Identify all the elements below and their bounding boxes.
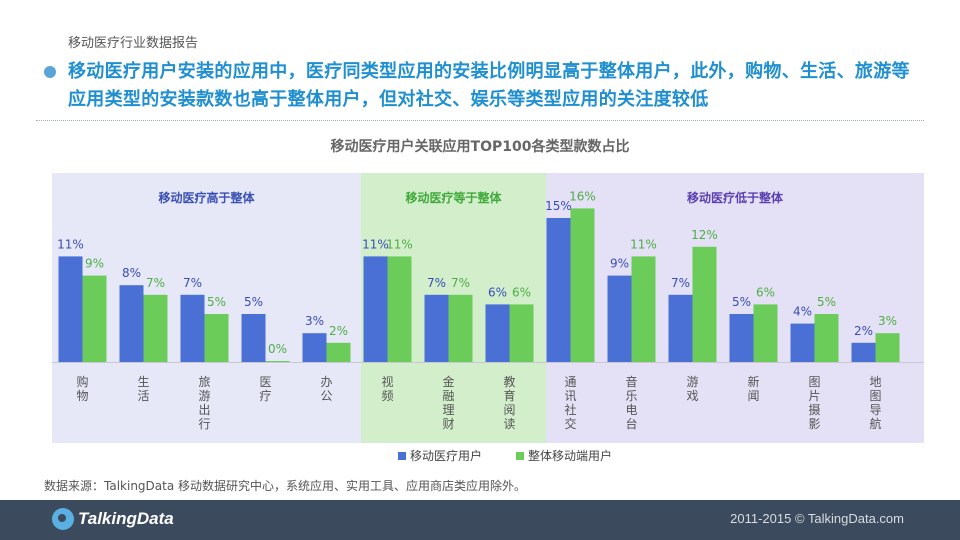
bar-1-9 [546,218,571,362]
bar-1-3 [180,294,205,362]
footer-bar [0,500,960,540]
data-label-2-11: 12% [691,228,718,242]
data-source: 数据来源：TalkingData 移动数据研究中心，系统应用、实用工具、应用商店… [44,479,527,493]
group-label-3: 移动医疗低于整体 [687,190,784,205]
bar-1-7 [424,294,449,362]
logo-text: TalkingData [78,509,174,528]
legend-swatch-1 [398,452,406,460]
category-label-5: 办公 [320,374,332,403]
data-label-1-10: 9% [610,257,629,271]
data-label-1-12: 5% [732,295,751,309]
bar-2-3 [204,314,229,362]
report-name: 移动医疗行业数据报告 [68,36,199,51]
headline: 移动医疗用户安装的应用中，医疗同类型应用的安装比例明显高于整体用户，此外，购物、… [68,61,910,110]
group-label-1: 移动医疗高于整体 [158,190,255,205]
data-label-1-11: 7% [671,276,690,290]
data-label-1-8: 6% [488,285,507,299]
bar-2-8 [509,304,534,362]
bar-2-5 [326,342,351,362]
category-label-7: 金融理财 [442,374,454,431]
bar-1-1 [58,256,83,362]
category-label-8: 教育阅读 [503,374,515,431]
legend-swatch-2 [516,452,524,460]
data-label-2-9: 16% [569,189,596,203]
bar-1-6 [363,256,388,362]
data-label-1-9: 15% [545,199,572,213]
data-label-1-14: 2% [854,324,873,338]
group-label-2: 移动医疗等于整体 [405,190,502,205]
category-label-12: 新闻 [747,374,759,403]
category-label-3: 旅游出行 [198,375,210,431]
data-label-2-2: 7% [146,276,165,290]
category-label-6: 视频 [381,374,393,403]
bar-2-4 [265,361,290,362]
bullet-dot-icon [44,66,56,78]
data-label-2-6: 11% [386,237,413,251]
data-label-2-14: 3% [878,314,897,328]
logo: TalkingData [52,508,174,530]
data-label-1-4: 5% [244,295,263,309]
bar-1-5 [302,333,327,362]
data-label-2-13: 5% [817,295,836,309]
bar-2-7 [448,294,473,362]
bar-2-11 [692,246,717,362]
category-label-14: 地图导航 [869,375,881,431]
legend-label-1: 移动医疗用户 [410,448,482,463]
data-label-2-12: 6% [756,285,775,299]
bar-2-14 [875,333,900,362]
dotted-divider [36,120,924,121]
category-label-1: 购物 [76,374,88,403]
bar-1-14 [851,342,876,362]
bar-2-10 [631,256,656,362]
data-label-1-2: 8% [122,266,141,280]
bar-1-2 [119,285,144,362]
bar-2-1 [82,275,107,362]
data-label-2-4: 0% [268,342,287,356]
category-label-9: 通讯社交 [564,375,576,431]
talkingdata-logo-icon [52,508,74,530]
data-label-2-7: 7% [451,276,470,290]
data-label-1-13: 4% [793,305,812,319]
bar-1-12 [729,314,754,362]
data-label-1-5: 3% [305,314,324,328]
data-label-1-3: 7% [183,276,202,290]
legend-label-2: 整体移动端用户 [528,448,612,463]
bar-2-12 [753,304,778,362]
bar-1-4 [241,314,266,362]
category-label-10: 音乐电台 [625,374,637,431]
chart-title: 移动医疗用户关联应用TOP100各类型款数占比 [331,138,630,155]
category-label-4: 医疗 [259,375,271,403]
bar-2-13 [814,314,839,362]
bar-1-11 [668,294,693,362]
data-label-1-1: 11% [57,237,84,251]
category-label-2: 生活 [137,375,149,403]
bar-1-10 [607,275,632,362]
data-label-1-7: 7% [427,276,446,290]
data-label-2-8: 6% [512,285,531,299]
category-label-13: 图片摄影 [808,375,820,431]
copyright: 2011-2015 © TalkingData.com [730,511,904,526]
data-label-2-5: 2% [329,324,348,338]
bar-1-13 [790,323,815,362]
data-label-2-1: 9% [85,257,104,271]
bar-chart: 移动医疗用户关联应用TOP100各类型款数占比移动医疗高于整体 移动医疗等于整体移… [52,138,924,463]
data-label-2-10: 11% [630,237,657,251]
bar-2-9 [570,208,595,362]
data-label-1-6: 11% [362,237,389,251]
data-label-2-3: 5% [207,295,226,309]
bar-1-8 [485,304,510,362]
bar-2-6 [387,256,412,362]
bar-2-2 [143,294,168,362]
category-label-11: 游戏 [686,375,698,403]
